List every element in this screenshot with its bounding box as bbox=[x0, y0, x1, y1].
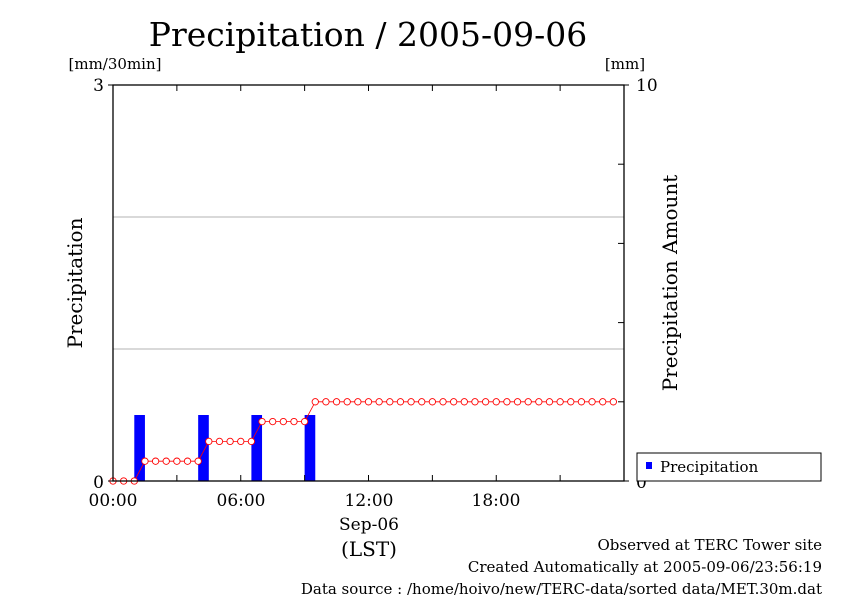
precipitation-amount-marker bbox=[205, 437, 213, 446]
precipitation-bars bbox=[134, 415, 316, 481]
precipitation-amount-marker bbox=[450, 398, 458, 406]
precipitation-amount-series bbox=[109, 398, 618, 485]
precipitation-amount-marker bbox=[322, 398, 330, 406]
footer-observed-site: Observed at TERC Tower site bbox=[597, 536, 822, 554]
precipitation-amount-marker bbox=[332, 398, 341, 406]
precipitation-amount-marker bbox=[354, 398, 362, 406]
precipitation-amount-marker bbox=[609, 398, 618, 406]
precipitation-bar bbox=[198, 415, 209, 481]
x-tick-label-1800: 18:00 bbox=[472, 491, 521, 511]
precipitation-amount-marker bbox=[269, 417, 277, 426]
precipitation-amount-marker bbox=[258, 417, 266, 426]
precipitation-amount-marker bbox=[194, 457, 202, 465]
precipitation-amount-marker bbox=[364, 398, 373, 406]
precipitation-bar bbox=[251, 415, 263, 481]
precipitation-amount-marker bbox=[535, 398, 543, 406]
footer-data-source: Data source : /home/hoivo/new/TERC-data/… bbox=[301, 580, 822, 595]
x-tick-label-0000: 00:00 bbox=[89, 491, 138, 511]
precipitation-amount-marker bbox=[492, 398, 500, 406]
precipitation-amount-marker bbox=[237, 437, 245, 446]
precipitation-amount-marker bbox=[460, 398, 468, 406]
precipitation-amount-marker bbox=[513, 398, 522, 406]
precipitation-amount-marker bbox=[428, 398, 437, 406]
precipitation-amount-line bbox=[113, 401, 614, 482]
precipitation-amount-marker bbox=[481, 398, 490, 406]
legend: Precipitation bbox=[636, 452, 822, 482]
precipitation-amount-marker bbox=[599, 398, 607, 406]
precipitation-amount-marker bbox=[183, 457, 192, 465]
left-axis-title: Precipitation bbox=[63, 217, 87, 348]
footer-created-timestamp: Created Automatically at 2005-09-06/23:5… bbox=[468, 558, 822, 576]
precipitation-amount-marker bbox=[173, 457, 181, 465]
left-axis-tick-label-max: 3 bbox=[93, 76, 104, 96]
precipitation-amount-marker bbox=[439, 398, 447, 406]
x-tick-label-1200: 12:00 bbox=[345, 491, 394, 511]
precipitation-bar bbox=[134, 415, 145, 481]
precipitation-amount-marker bbox=[300, 417, 309, 426]
x-tick-label-0600: 06:00 bbox=[217, 491, 266, 511]
legend-label-precipitation: Precipitation bbox=[660, 458, 759, 476]
precipitation-amount-marker bbox=[215, 437, 224, 446]
precipitation-amount-marker bbox=[418, 398, 426, 406]
precipitation-bar bbox=[304, 415, 316, 481]
grid-lines bbox=[113, 216, 624, 350]
left-axis-unit: [mm/30min] bbox=[69, 55, 162, 73]
precipitation-amount-marker bbox=[226, 437, 234, 446]
chart-title: Precipitation / 2005-09-06 bbox=[149, 15, 587, 54]
x-axis-date-label: Sep-06 bbox=[339, 515, 399, 535]
precipitation-amount-marker bbox=[290, 417, 298, 426]
axis-ticks bbox=[108, 84, 629, 482]
x-axis-timezone-label: (LST) bbox=[341, 537, 397, 561]
left-axis-tick-label-min: 0 bbox=[93, 473, 104, 493]
precipitation-amount-marker bbox=[162, 457, 170, 465]
precipitation-amount-marker bbox=[311, 398, 319, 406]
right-axis-tick-label-min: 0 bbox=[636, 473, 647, 493]
precipitation-amount-marker bbox=[407, 398, 415, 406]
precipitation-amount-marker bbox=[503, 398, 511, 406]
right-axis-unit: [mm] bbox=[605, 55, 645, 73]
precipitation-amount-marker bbox=[567, 398, 575, 406]
precipitation-amount-marker bbox=[396, 398, 405, 406]
plot-frame bbox=[112, 84, 625, 482]
legend-swatch-precipitation bbox=[646, 462, 652, 469]
legend-box bbox=[636, 452, 822, 482]
right-axis-title: Precipitation Amount bbox=[658, 175, 682, 392]
precipitation-amount-marker bbox=[386, 398, 394, 406]
precipitation-amount-marker bbox=[247, 437, 256, 446]
precipitation-amount-marker bbox=[375, 398, 383, 406]
precipitation-amount-marker bbox=[588, 398, 596, 406]
precipitation-amount-marker bbox=[151, 457, 160, 465]
right-axis-tick-label-max: 10 bbox=[636, 76, 658, 96]
precipitation-amount-marker bbox=[343, 398, 351, 406]
precipitation-amount-marker bbox=[545, 398, 554, 406]
precipitation-amount-marker bbox=[471, 398, 479, 406]
precipitation-amount-marker bbox=[279, 417, 287, 426]
precipitation-amount-marker bbox=[556, 398, 564, 406]
precipitation-amount-marker bbox=[524, 398, 532, 406]
precipitation-amount-marker bbox=[141, 457, 149, 465]
precipitation-amount-marker bbox=[577, 398, 586, 406]
